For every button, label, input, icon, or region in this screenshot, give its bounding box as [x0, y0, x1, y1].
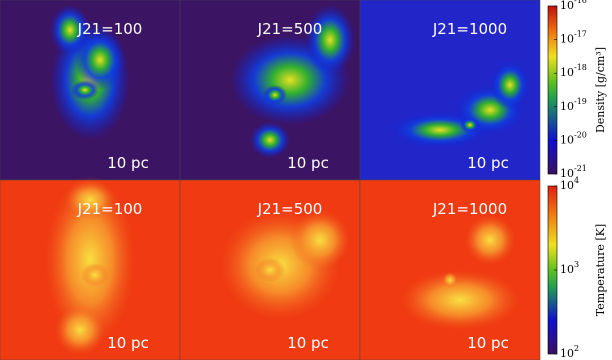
scale-label: 10 pc: [467, 334, 509, 352]
tick-exponent: -21: [574, 164, 587, 173]
colorbar-label: Temperature [K]: [594, 224, 607, 316]
panel: J21=1000 10 pc: [359, 179, 541, 360]
tick-label: 10-19: [560, 97, 587, 113]
panel-label: J21=1000: [432, 20, 507, 38]
tick-label: 104: [560, 176, 579, 192]
panel: J21=1000 10 pc: [359, 0, 541, 181]
panel-label: J21=500: [257, 20, 323, 38]
scale-label: 10 pc: [107, 154, 149, 172]
scale-label: 10 pc: [467, 154, 509, 172]
colorbar-scale: [547, 5, 558, 175]
tick-base: 10: [560, 179, 574, 192]
tick-label: 10-18: [560, 63, 587, 79]
tick-label: 10-20: [560, 130, 587, 146]
tick-exponent: -16: [574, 0, 587, 5]
panel: J21=500 10 pc: [179, 0, 361, 181]
panel-label: J21=1000: [432, 200, 507, 218]
tick-exponent: 3: [574, 260, 579, 269]
tick-label: 10-17: [560, 30, 587, 46]
tick-label: 102: [560, 344, 579, 360]
scale-label: 10 pc: [107, 334, 149, 352]
tick-base: 10: [560, 33, 574, 46]
tick-exponent: 4: [574, 176, 579, 185]
tick-exponent: -19: [574, 97, 587, 106]
scale-label: 10 pc: [287, 154, 329, 172]
tick-base: 10: [560, 347, 574, 360]
tick-base: 10: [560, 0, 574, 12]
scale-label: 10 pc: [287, 334, 329, 352]
tick-label: 103: [560, 260, 579, 276]
tick-base: 10: [560, 100, 574, 113]
panel-label: J21=100: [77, 200, 143, 218]
tick-exponent: -18: [574, 63, 587, 72]
tick-base: 10: [560, 167, 574, 180]
tick-base: 10: [560, 133, 574, 146]
tick-exponent: 2: [574, 344, 579, 353]
panel-label: J21=500: [257, 200, 323, 218]
tick-exponent: -17: [574, 30, 587, 39]
panel-label: J21=100: [77, 20, 143, 38]
tick-label: 10-21: [560, 164, 587, 180]
panel: J21=500 10 pc: [179, 179, 361, 360]
tick-base: 10: [560, 66, 574, 79]
panel: J21=100 10 pc: [0, 175, 181, 360]
tick-exponent: -20: [574, 130, 587, 139]
panel: J21=100 10 pc: [0, 0, 181, 181]
colorbar-label: Density [g/cm³]: [594, 47, 607, 133]
tick-base: 10: [560, 263, 574, 276]
panel-image: [359, 179, 541, 360]
tick-label: 10-16: [560, 0, 587, 12]
